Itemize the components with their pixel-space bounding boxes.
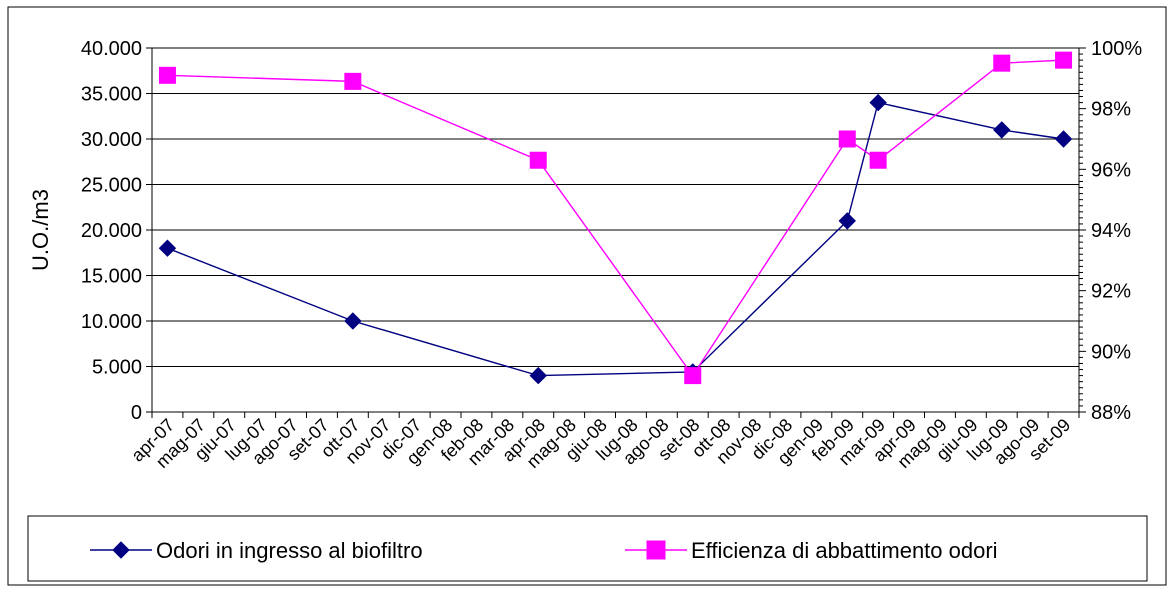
y-tick-label: 30.000 [81,129,142,151]
legend-marker-square [646,540,666,560]
data-point-diamond [529,366,547,385]
legend-box [27,515,1148,582]
y2-tick-label: 94% [1091,220,1131,242]
y-tick-label: 40.000 [81,38,142,60]
data-point-diamond [1054,130,1073,148]
data-point-square [344,72,362,90]
data-point-diamond [993,121,1011,139]
data-point-square [529,151,547,169]
data-point-square [1055,51,1073,69]
data-point-square [684,367,702,385]
data-point-square [838,130,856,148]
data-point-square [869,151,887,169]
legend: Odori in ingresso al biofiltro Efficienza… [27,515,1148,582]
data-point-diamond [869,93,887,112]
y-tick-label: 10.000 [81,311,142,333]
y-tick-label: 25.000 [81,175,142,197]
legend-label: Odori in ingresso al biofiltro [156,538,423,563]
y-tick-label: 35.000 [81,84,142,106]
plot-area: 0 5.000 10.000 15.000 20.000 25.000 30.000 35.0… [81,38,1143,472]
y2-tick-label: 90% [1091,341,1131,363]
y-tick-label: 15.000 [81,266,142,288]
y2-tick-label: 98% [1091,99,1131,121]
y2-tick-label: 100% [1091,38,1142,60]
series-line [167,59,1064,377]
series-line [167,101,1064,377]
chart-frame [7,6,1167,586]
y-axis-title: U.O./m3 [28,189,53,271]
data-point-square [993,54,1011,72]
data-point-diamond [838,212,856,230]
y-tick-label: 0 [131,402,142,424]
data-point-diamond [344,312,362,330]
y-tick-label: 5.000 [92,357,142,379]
data-point-square [158,66,176,84]
y-tick-label: 20.000 [81,220,142,242]
y2-tick-label: 88% [1091,402,1131,424]
y2-tick-label: 96% [1091,159,1131,181]
y2-tick-label: 92% [1091,281,1131,303]
legend-label: Efficienza di abbattimento odori [691,538,998,563]
data-point-diamond [158,239,177,257]
legend-marker-diamond [112,541,130,559]
